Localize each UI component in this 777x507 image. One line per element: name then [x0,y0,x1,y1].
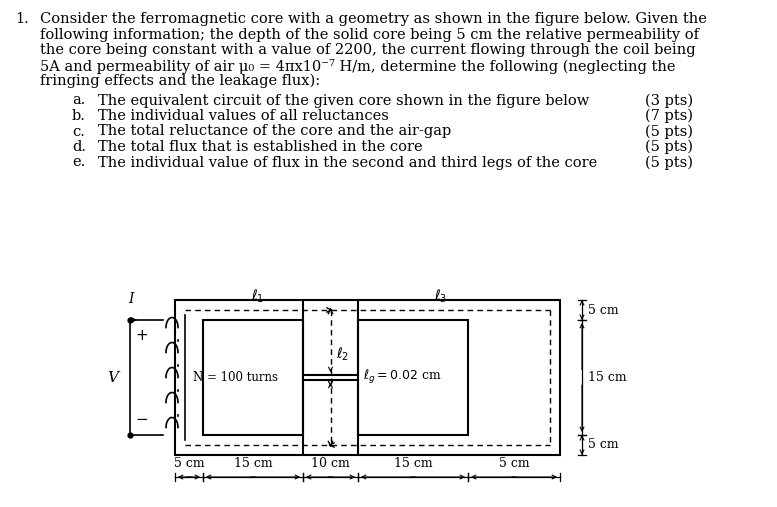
Text: (5 pts): (5 pts) [645,140,693,155]
Text: The individual value of flux in the second and third legs of the core: The individual value of flux in the seco… [98,156,598,169]
Text: 5A and permeability of air μ₀ = 4πx10⁻⁷ H/m, determine the following (neglecting: 5A and permeability of air μ₀ = 4πx10⁻⁷ … [40,58,675,74]
Text: 1.: 1. [15,12,29,26]
Text: (3 pts): (3 pts) [645,93,693,108]
Bar [175,300,560,455]
Text: 5 cm: 5 cm [499,457,529,470]
Bar [358,320,468,435]
Text: 10 cm: 10 cm [311,457,350,470]
Text: 5 cm: 5 cm [588,439,618,452]
Text: (5 pts): (5 pts) [645,156,693,170]
Text: e.: e. [72,156,85,169]
Text: following information; the depth of the solid core being 5 cm the relative perme: following information; the depth of the … [40,27,699,42]
Text: I: I [128,292,134,306]
Text: c.: c. [72,125,85,138]
Text: a.: a. [72,93,85,107]
Text: (5 pts): (5 pts) [645,125,693,139]
Text: The individual values of all reluctances: The individual values of all reluctances [98,109,388,123]
Text: 15 cm: 15 cm [588,371,626,384]
Text: 15 cm: 15 cm [234,457,272,470]
Text: $\ell_3$: $\ell_3$ [434,287,447,305]
Text: N = 100 turns: N = 100 turns [193,371,278,384]
Text: The total flux that is established in the core: The total flux that is established in th… [98,140,423,154]
Text: 5 cm: 5 cm [174,457,204,470]
Text: 15 cm: 15 cm [394,457,432,470]
Text: 5 cm: 5 cm [588,304,618,316]
Text: +: + [135,328,148,343]
Text: Consider the ferromagnetic core with a geometry as shown in the figure below. Gi: Consider the ferromagnetic core with a g… [40,12,707,26]
Text: $\ell_1$: $\ell_1$ [251,287,264,305]
Text: The equivalent circuit of the given core shown in the figure below: The equivalent circuit of the given core… [98,93,589,107]
Text: fringing effects and the leakage flux):: fringing effects and the leakage flux): [40,74,320,88]
Text: $\ell_2$: $\ell_2$ [336,346,349,363]
Bar [203,320,303,435]
Text: d.: d. [72,140,86,154]
Text: The total reluctance of the core and the air-gap: The total reluctance of the core and the… [98,125,451,138]
Text: V: V [107,371,118,384]
Text: $\ell_g = 0.02$ cm: $\ell_g = 0.02$ cm [363,369,442,386]
Text: b.: b. [72,109,86,123]
Text: the core being constant with a value of 2200, the current flowing through the co: the core being constant with a value of … [40,43,695,57]
Text: −: − [135,412,148,427]
Text: (7 pts): (7 pts) [645,109,693,123]
